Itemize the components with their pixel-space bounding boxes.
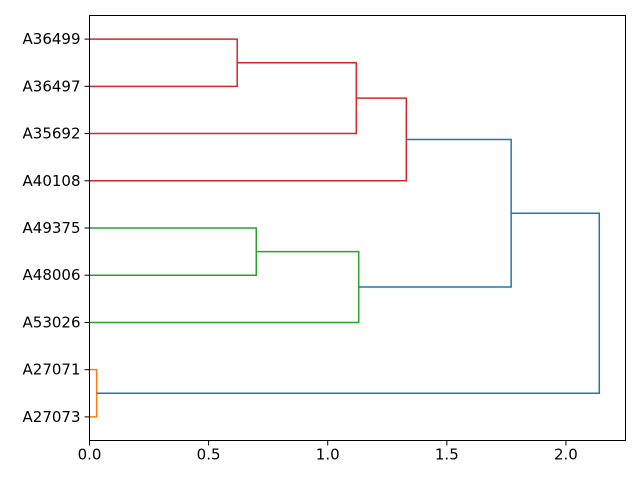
dendrogram-link (358, 138, 512, 288)
x-tick-label: 2.0 (554, 446, 578, 464)
dendrogram-link (89, 250, 360, 324)
x-tick-label: 1.5 (435, 446, 459, 464)
y-tick-label: A40108 (23, 172, 81, 190)
y-tick-label: A27073 (23, 408, 81, 426)
y-tick-label: A48006 (23, 266, 81, 284)
y-tick-label: A36497 (23, 77, 81, 95)
x-tick-label: 0.0 (78, 446, 102, 464)
x-tick-label: 1.0 (316, 446, 340, 464)
y-tick-label: A49375 (23, 219, 81, 237)
y-tick-label: A27071 (23, 361, 81, 379)
x-tick-label: 0.5 (197, 446, 221, 464)
y-tick-label: A53026 (23, 313, 81, 331)
dendrogram-link (96, 212, 601, 395)
y-tick-label: A35692 (23, 125, 81, 143)
y-tick-label: A36499 (23, 30, 81, 48)
